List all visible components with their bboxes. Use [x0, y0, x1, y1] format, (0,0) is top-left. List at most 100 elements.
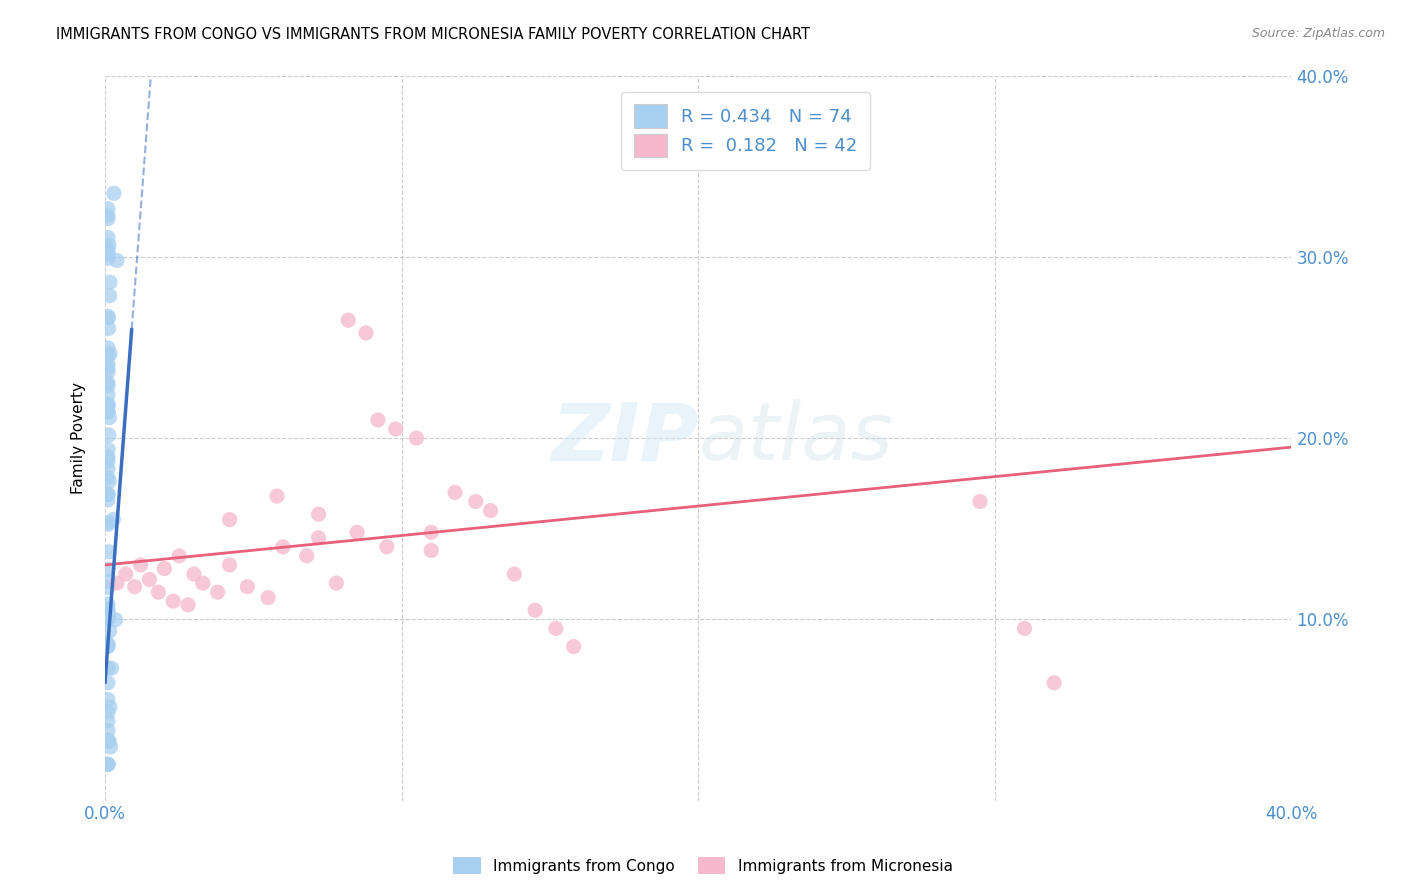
Point — [97, 247, 120, 261]
Point — [97, 387, 120, 401]
Point — [98, 734, 121, 748]
Point — [97, 442, 120, 457]
Point — [97, 611, 120, 625]
Point — [153, 561, 176, 575]
Point — [100, 739, 122, 754]
Point — [129, 558, 152, 572]
Point — [97, 252, 120, 266]
Point — [97, 357, 120, 371]
Point — [97, 488, 120, 502]
Point — [97, 517, 120, 532]
Point — [105, 253, 128, 268]
Point — [97, 211, 120, 226]
Point — [969, 494, 991, 508]
Point — [97, 608, 120, 623]
Point — [503, 567, 526, 582]
Point — [236, 580, 259, 594]
Point — [97, 405, 120, 419]
Point — [177, 598, 200, 612]
Point — [97, 545, 120, 559]
Point — [562, 640, 585, 654]
Point — [97, 208, 120, 222]
Point — [98, 624, 121, 638]
Point — [97, 245, 120, 260]
Point — [97, 376, 120, 390]
Point — [97, 757, 120, 772]
Point — [97, 238, 120, 252]
Point — [97, 516, 120, 530]
Point — [98, 475, 121, 489]
Point — [97, 562, 120, 576]
Point — [162, 594, 184, 608]
Point — [97, 597, 120, 611]
Point — [97, 454, 120, 468]
Point — [420, 525, 443, 540]
Point — [98, 275, 121, 289]
Point — [257, 591, 280, 605]
Point — [479, 503, 502, 517]
Point — [464, 494, 486, 508]
Point — [97, 692, 120, 706]
Point — [420, 543, 443, 558]
Point — [97, 661, 120, 675]
Point — [1014, 621, 1036, 635]
Point — [97, 639, 120, 653]
Point — [98, 410, 121, 425]
Point — [97, 757, 120, 772]
Point — [97, 378, 120, 392]
Point — [103, 512, 125, 526]
Point — [97, 428, 120, 442]
Point — [97, 349, 120, 363]
Point — [98, 289, 121, 303]
Point — [97, 675, 120, 690]
Point — [103, 186, 125, 201]
Point — [148, 585, 170, 599]
Point — [354, 326, 377, 340]
Point — [308, 531, 330, 545]
Point — [97, 202, 120, 216]
Point — [97, 733, 120, 747]
Point — [97, 243, 120, 257]
Point — [100, 661, 122, 675]
Point — [97, 450, 120, 464]
Point — [97, 470, 120, 484]
Point — [97, 706, 120, 720]
Point — [346, 525, 368, 540]
Point — [97, 637, 120, 651]
Point — [97, 604, 120, 618]
Legend: Immigrants from Congo, Immigrants from Micronesia: Immigrants from Congo, Immigrants from M… — [447, 851, 959, 880]
Point — [97, 399, 120, 413]
Point — [167, 549, 190, 563]
Point — [114, 567, 136, 582]
Text: Source: ZipAtlas.com: Source: ZipAtlas.com — [1251, 27, 1385, 40]
Point — [405, 431, 427, 445]
Point — [218, 558, 240, 572]
Point — [97, 601, 120, 615]
Text: atlas: atlas — [699, 399, 893, 477]
Text: ZIP: ZIP — [551, 399, 699, 477]
Point — [97, 757, 120, 772]
Point — [191, 576, 214, 591]
Point — [97, 714, 120, 728]
Point — [367, 413, 389, 427]
Point — [98, 700, 121, 714]
Point — [97, 311, 120, 326]
Point — [271, 540, 294, 554]
Point — [97, 580, 120, 594]
Y-axis label: Family Poverty: Family Poverty — [72, 382, 86, 494]
Text: IMMIGRANTS FROM CONGO VS IMMIGRANTS FROM MICRONESIA FAMILY POVERTY CORRELATION C: IMMIGRANTS FROM CONGO VS IMMIGRANTS FROM… — [56, 27, 810, 42]
Point — [375, 540, 398, 554]
Point — [97, 487, 120, 501]
Point — [124, 580, 146, 594]
Point — [524, 603, 547, 617]
Point — [97, 461, 120, 475]
Point — [97, 487, 120, 501]
Point — [138, 573, 160, 587]
Point — [97, 321, 120, 335]
Point — [266, 489, 288, 503]
Point — [1043, 675, 1066, 690]
Point — [207, 585, 229, 599]
Point — [97, 723, 120, 738]
Legend: R = 0.434   N = 74, R =  0.182   N = 42: R = 0.434 N = 74, R = 0.182 N = 42 — [621, 92, 870, 169]
Point — [97, 612, 120, 626]
